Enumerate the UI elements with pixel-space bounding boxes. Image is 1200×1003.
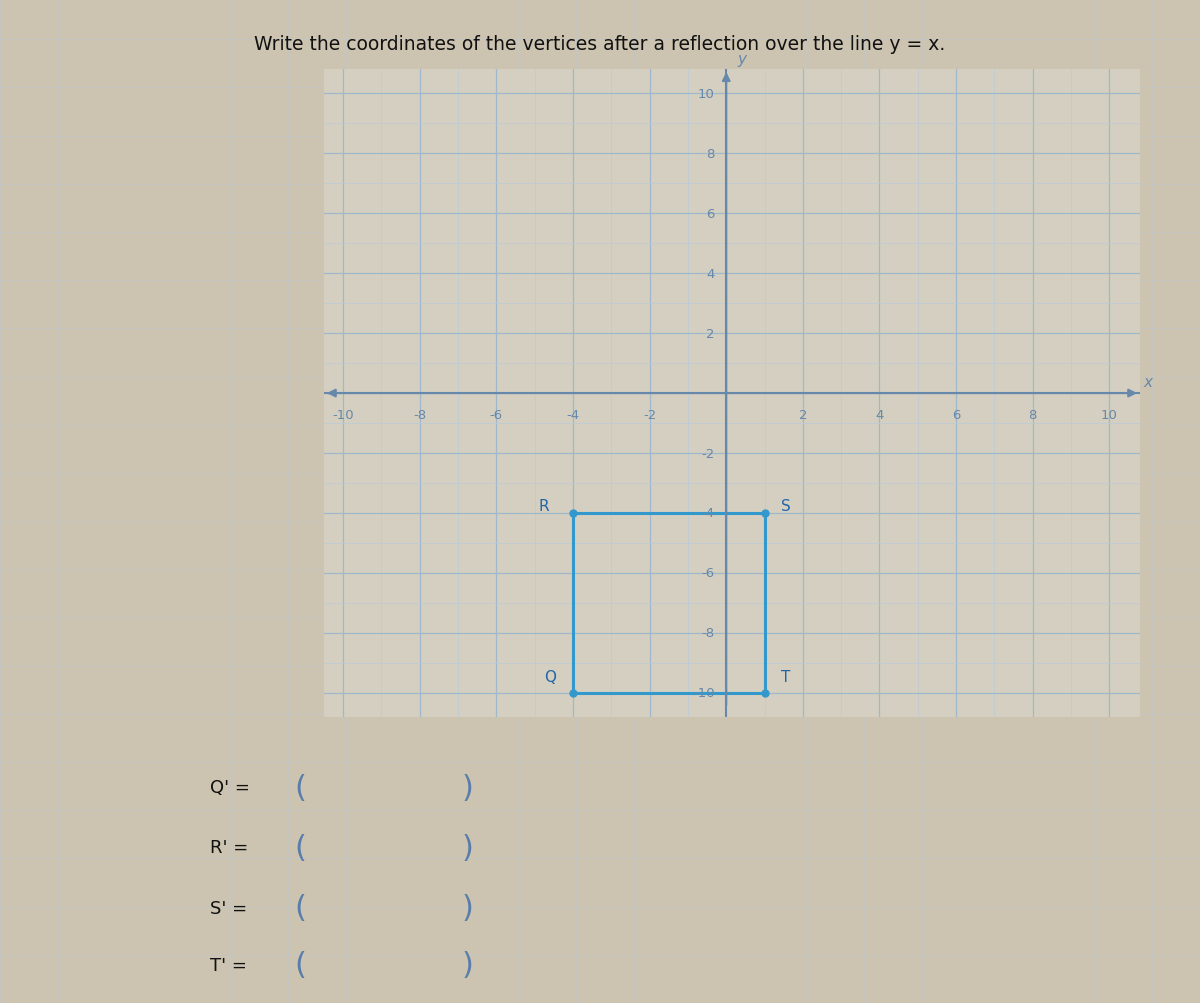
Text: S: S (781, 498, 791, 514)
Text: ): ) (462, 894, 474, 922)
Text: -8: -8 (413, 408, 426, 421)
Text: 2: 2 (799, 408, 808, 421)
Text: -10: -10 (694, 687, 715, 700)
Text: 2: 2 (707, 327, 715, 340)
Text: -8: -8 (702, 627, 715, 640)
Text: T: T (781, 669, 791, 684)
Text: 10: 10 (698, 87, 715, 100)
Text: Q: Q (544, 669, 556, 684)
Text: -4: -4 (566, 408, 580, 421)
Text: -2: -2 (702, 447, 715, 460)
Text: ): ) (462, 773, 474, 801)
Text: (: ( (294, 773, 306, 801)
Text: -6: -6 (490, 408, 503, 421)
Text: R' =: R' = (210, 839, 248, 857)
Text: Q' =: Q' = (210, 778, 250, 796)
Text: 8: 8 (1028, 408, 1037, 421)
Text: ): ) (462, 833, 474, 862)
Text: -4: -4 (702, 507, 715, 520)
Text: (: ( (294, 833, 306, 862)
Text: 10: 10 (1100, 408, 1117, 421)
Text: (: ( (294, 894, 306, 922)
Text: S' =: S' = (210, 899, 247, 917)
Text: 6: 6 (952, 408, 960, 421)
Text: x: x (1144, 374, 1153, 389)
Text: 8: 8 (707, 147, 715, 160)
Text: -6: -6 (702, 567, 715, 580)
Text: 4: 4 (707, 268, 715, 281)
Text: (: ( (294, 951, 306, 979)
Text: ): ) (462, 951, 474, 979)
Text: -2: -2 (643, 408, 656, 421)
Text: 6: 6 (707, 208, 715, 221)
Text: R: R (539, 498, 550, 514)
Text: Write the coordinates of the vertices after a reflection over the line y = x.: Write the coordinates of the vertices af… (254, 35, 946, 54)
Text: T' =: T' = (210, 956, 247, 974)
Text: 4: 4 (875, 408, 883, 421)
Text: y: y (737, 52, 746, 67)
Text: -10: -10 (332, 408, 354, 421)
